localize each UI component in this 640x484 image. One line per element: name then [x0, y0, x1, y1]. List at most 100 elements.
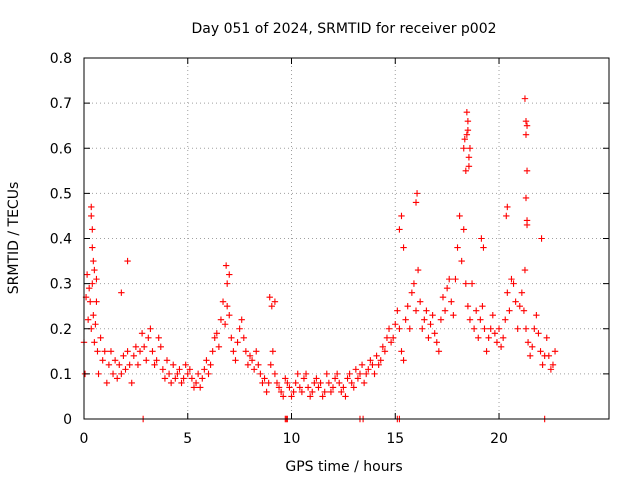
data-point: [508, 275, 515, 283]
data-point: [83, 271, 91, 278]
data-point: [381, 348, 389, 355]
data-point: [124, 348, 131, 355]
data-point: [547, 366, 555, 373]
y-tick-label: 0.7: [50, 96, 72, 112]
data-point: [396, 226, 403, 233]
data-point: [464, 117, 472, 125]
y-tick-label: 0.1: [50, 367, 72, 383]
data-point: [495, 325, 503, 332]
data-point: [543, 334, 550, 341]
data-point: [371, 370, 378, 378]
data-point: [313, 375, 320, 382]
data-point: [246, 352, 254, 360]
data-point: [456, 212, 463, 220]
data-point: [522, 194, 530, 202]
y-tick-label: 0.4: [50, 232, 72, 248]
data-point: [105, 361, 113, 369]
data-point: [510, 280, 517, 287]
data-point: [178, 379, 185, 387]
data-point: [514, 325, 521, 332]
data-point: [147, 325, 154, 332]
data-point: [271, 298, 279, 305]
data-point: [238, 316, 245, 323]
data-point: [533, 312, 540, 319]
grid-layer: [84, 58, 609, 419]
data-point: [389, 334, 397, 341]
data-point: [244, 361, 252, 369]
data-point: [526, 352, 534, 360]
data-point: [327, 388, 335, 396]
data-point: [394, 307, 401, 314]
data-point: [230, 348, 237, 355]
data-point: [203, 357, 210, 364]
data-point: [433, 339, 440, 346]
data-point: [462, 167, 470, 175]
data-point: [273, 379, 281, 387]
data-point: [170, 361, 177, 369]
data-point: [151, 361, 158, 369]
data-point: [410, 280, 418, 287]
data-point: [163, 357, 171, 364]
data-point: [437, 316, 445, 323]
data-point: [288, 393, 295, 400]
data-point: [489, 312, 496, 319]
data-point: [360, 379, 368, 387]
data-point: [400, 244, 407, 251]
data-point: [88, 212, 95, 220]
data-point: [518, 289, 526, 296]
x-tick-label: 5: [183, 431, 192, 447]
data-point: [539, 361, 546, 369]
data-point: [228, 334, 235, 341]
data-point: [194, 370, 202, 378]
data-point: [85, 284, 93, 292]
data-point: [431, 330, 438, 337]
data-point: [538, 235, 545, 242]
data-point: [114, 375, 121, 382]
data-point: [478, 235, 485, 242]
data-point: [126, 361, 133, 369]
data-point: [88, 203, 95, 211]
data-point: [261, 375, 268, 382]
data-point: [153, 357, 160, 364]
data-point: [521, 95, 529, 102]
data-point: [465, 163, 473, 170]
data-point: [309, 388, 316, 396]
data-point: [443, 284, 451, 292]
data-point: [516, 302, 523, 310]
data-point: [172, 375, 179, 382]
data-point: [392, 321, 399, 328]
data-point: [523, 221, 531, 229]
data-point: [481, 325, 488, 332]
data-point: [375, 361, 382, 369]
data-point: [213, 330, 221, 337]
data-point: [165, 370, 173, 378]
data-point: [122, 366, 129, 373]
data-point: [413, 190, 421, 197]
x-tick-label: 10: [283, 431, 301, 447]
data-point: [90, 257, 97, 265]
y-tick-label: 0.2: [50, 322, 72, 338]
data-point: [221, 321, 229, 328]
data-point: [329, 384, 337, 391]
data-point: [219, 298, 227, 305]
data-point: [300, 375, 308, 382]
data-point: [483, 348, 490, 355]
data-point: [188, 375, 196, 382]
data-point: [342, 393, 349, 400]
data-point: [408, 289, 416, 296]
data-point: [549, 361, 557, 369]
data-points: [80, 95, 559, 423]
data-point: [161, 375, 169, 382]
data-point: [157, 343, 164, 350]
data-point: [398, 212, 405, 220]
data-point: [352, 366, 360, 373]
data-point: [537, 348, 544, 355]
data-point: [464, 127, 472, 134]
data-point: [263, 388, 270, 396]
data-point: [109, 370, 117, 378]
data-point: [522, 117, 530, 125]
data-point: [529, 343, 536, 350]
data-point: [400, 357, 407, 364]
